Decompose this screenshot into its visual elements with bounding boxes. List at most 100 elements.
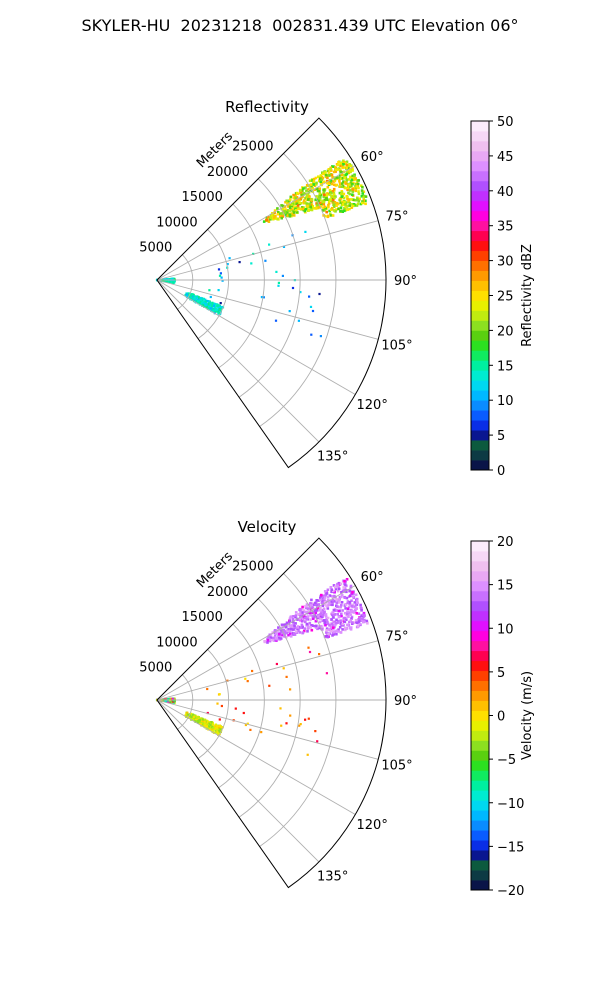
- echo-gate: [304, 606, 308, 610]
- echo-gate: [349, 181, 353, 185]
- echo-gate: [338, 605, 341, 609]
- echo-gate: [204, 718, 207, 721]
- echo-gate: [340, 185, 344, 188]
- echo-gate: [320, 601, 324, 605]
- azimuth-tick-label: 120°: [357, 818, 388, 833]
- echo-gate: [336, 619, 340, 623]
- echo-gate: [332, 198, 335, 202]
- echo-gate: [305, 622, 309, 626]
- echo-gate: [166, 278, 169, 281]
- echo-gate: [278, 212, 282, 216]
- echo-gate: [348, 201, 351, 205]
- echo-gate: [323, 621, 326, 625]
- colorbar-swatch: [471, 840, 489, 851]
- echo-gate: [217, 309, 220, 312]
- echo-gate: [273, 211, 276, 215]
- echo-gate: [276, 632, 279, 635]
- echo-gate: [340, 612, 343, 616]
- echo-gate: [340, 173, 343, 176]
- echo-gate: [337, 160, 340, 164]
- echo-gate: [274, 217, 278, 220]
- colorbar-swatch: [471, 720, 489, 731]
- echo-gate: [349, 168, 353, 172]
- echo-gate: [324, 613, 328, 616]
- echo-gate: [360, 184, 363, 187]
- colorbar-swatch: [471, 170, 489, 182]
- echo-gate: [331, 603, 334, 607]
- echo-gate: [326, 622, 330, 626]
- echo-gate: [288, 310, 291, 313]
- echo-gate: [207, 722, 211, 725]
- echo-gate: [356, 624, 360, 627]
- echo-gate: [301, 195, 304, 199]
- echo-layer: [155, 578, 369, 756]
- echo-gate: [292, 628, 295, 631]
- colorbar-tick-label: 10: [497, 622, 514, 637]
- echo-gate: [309, 183, 313, 186]
- echo-gate: [220, 276, 223, 279]
- colorbar-swatch: [471, 150, 489, 162]
- echo-gate: [343, 596, 347, 599]
- echo-gate: [349, 185, 352, 188]
- echo-gate: [323, 596, 327, 599]
- echo-gate: [272, 216, 276, 219]
- echo-gate: [332, 203, 335, 206]
- echo-gate: [286, 214, 290, 217]
- echo-gate: [260, 296, 263, 299]
- colorbar-swatch: [471, 190, 489, 202]
- echo-gate: [267, 636, 270, 640]
- colorbar-swatch: [471, 610, 489, 622]
- echo-gate: [290, 624, 293, 627]
- panel-title: Velocity: [238, 518, 297, 536]
- echo-gate: [279, 215, 282, 218]
- echo-gate: [289, 625, 292, 629]
- echo-gate: [341, 210, 344, 213]
- colorbar-swatch: [471, 240, 489, 252]
- colorbar-swatch: [471, 220, 489, 232]
- echo-gate: [333, 620, 336, 624]
- echo-gate: [200, 719, 204, 722]
- echo-gate: [203, 720, 206, 724]
- echo-gate: [339, 619, 342, 622]
- echo-gate: [361, 200, 364, 203]
- echo-gate: [216, 724, 219, 728]
- echo-gate: [205, 302, 208, 305]
- echo-gate: [329, 212, 332, 216]
- echo-gate: [322, 188, 325, 192]
- colorbar-swatch: [471, 800, 489, 811]
- echo-gate: [330, 182, 334, 186]
- echo-gate: [345, 578, 349, 581]
- echo-gate: [283, 205, 287, 208]
- echo-gate: [337, 581, 341, 585]
- echo-gate: [317, 199, 320, 203]
- echo-gate: [269, 216, 273, 220]
- echo-gate: [281, 215, 285, 218]
- echo-gate: [294, 622, 297, 625]
- echo-gate: [295, 210, 299, 214]
- colorbar-swatch: [471, 130, 489, 142]
- echo-gate: [330, 595, 334, 598]
- echo-gate: [294, 194, 297, 198]
- echo-gate: [190, 293, 193, 296]
- echo-gate: [346, 208, 350, 211]
- colorbar-tick-label: 45: [497, 150, 514, 165]
- echo-gate: [291, 626, 295, 629]
- echo-gate: [327, 200, 331, 203]
- echo-gate: [345, 590, 348, 594]
- echo-gate: [335, 598, 338, 601]
- echo-gate: [332, 205, 336, 208]
- echo-gate: [346, 607, 350, 610]
- echo-gate: [298, 618, 302, 621]
- echo-gate: [311, 624, 314, 627]
- echo-gate: [266, 641, 269, 644]
- echo-gate: [326, 620, 329, 624]
- echo-gate: [220, 704, 223, 708]
- colorbar-swatch: [471, 280, 489, 291]
- echo-gate: [318, 625, 321, 628]
- echo-gate: [330, 169, 333, 172]
- echo-gate: [325, 181, 329, 185]
- azimuth-tick-label: 75°: [385, 210, 408, 225]
- echo-gate: [290, 615, 293, 618]
- echo-gate: [271, 631, 274, 634]
- echo-gate: [326, 607, 330, 610]
